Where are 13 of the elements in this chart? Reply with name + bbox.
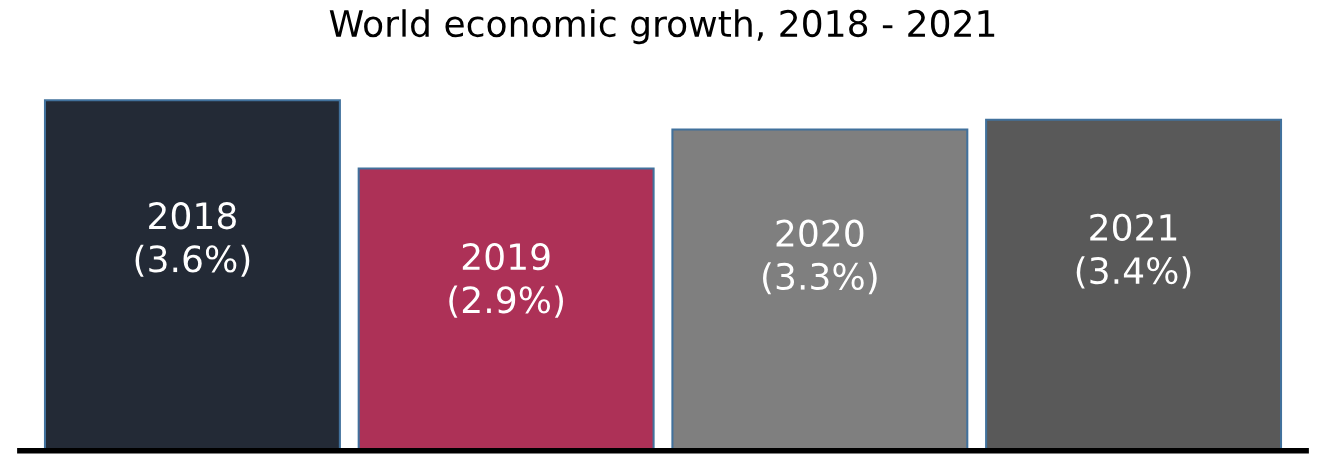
x-tick-label: 2019 — [462, 242, 550, 271]
bar — [357, 167, 655, 451]
data-label: (3.4%) — [1076, 256, 1191, 289]
data-label: (3.3%) — [763, 262, 877, 295]
bar — [43, 99, 341, 451]
bar — [671, 128, 969, 451]
x-tick-label: 2020 — [776, 219, 864, 247]
chart-title: World economic growth, 2018 - 2021 — [329, 9, 995, 45]
x-tick-label: 2018 — [149, 202, 236, 230]
bar — [985, 118, 1283, 451]
data-label: (3.6%) — [135, 244, 250, 277]
data-label: (2.9%) — [449, 285, 563, 318]
x-tick-label: 2021 — [1090, 213, 1177, 242]
